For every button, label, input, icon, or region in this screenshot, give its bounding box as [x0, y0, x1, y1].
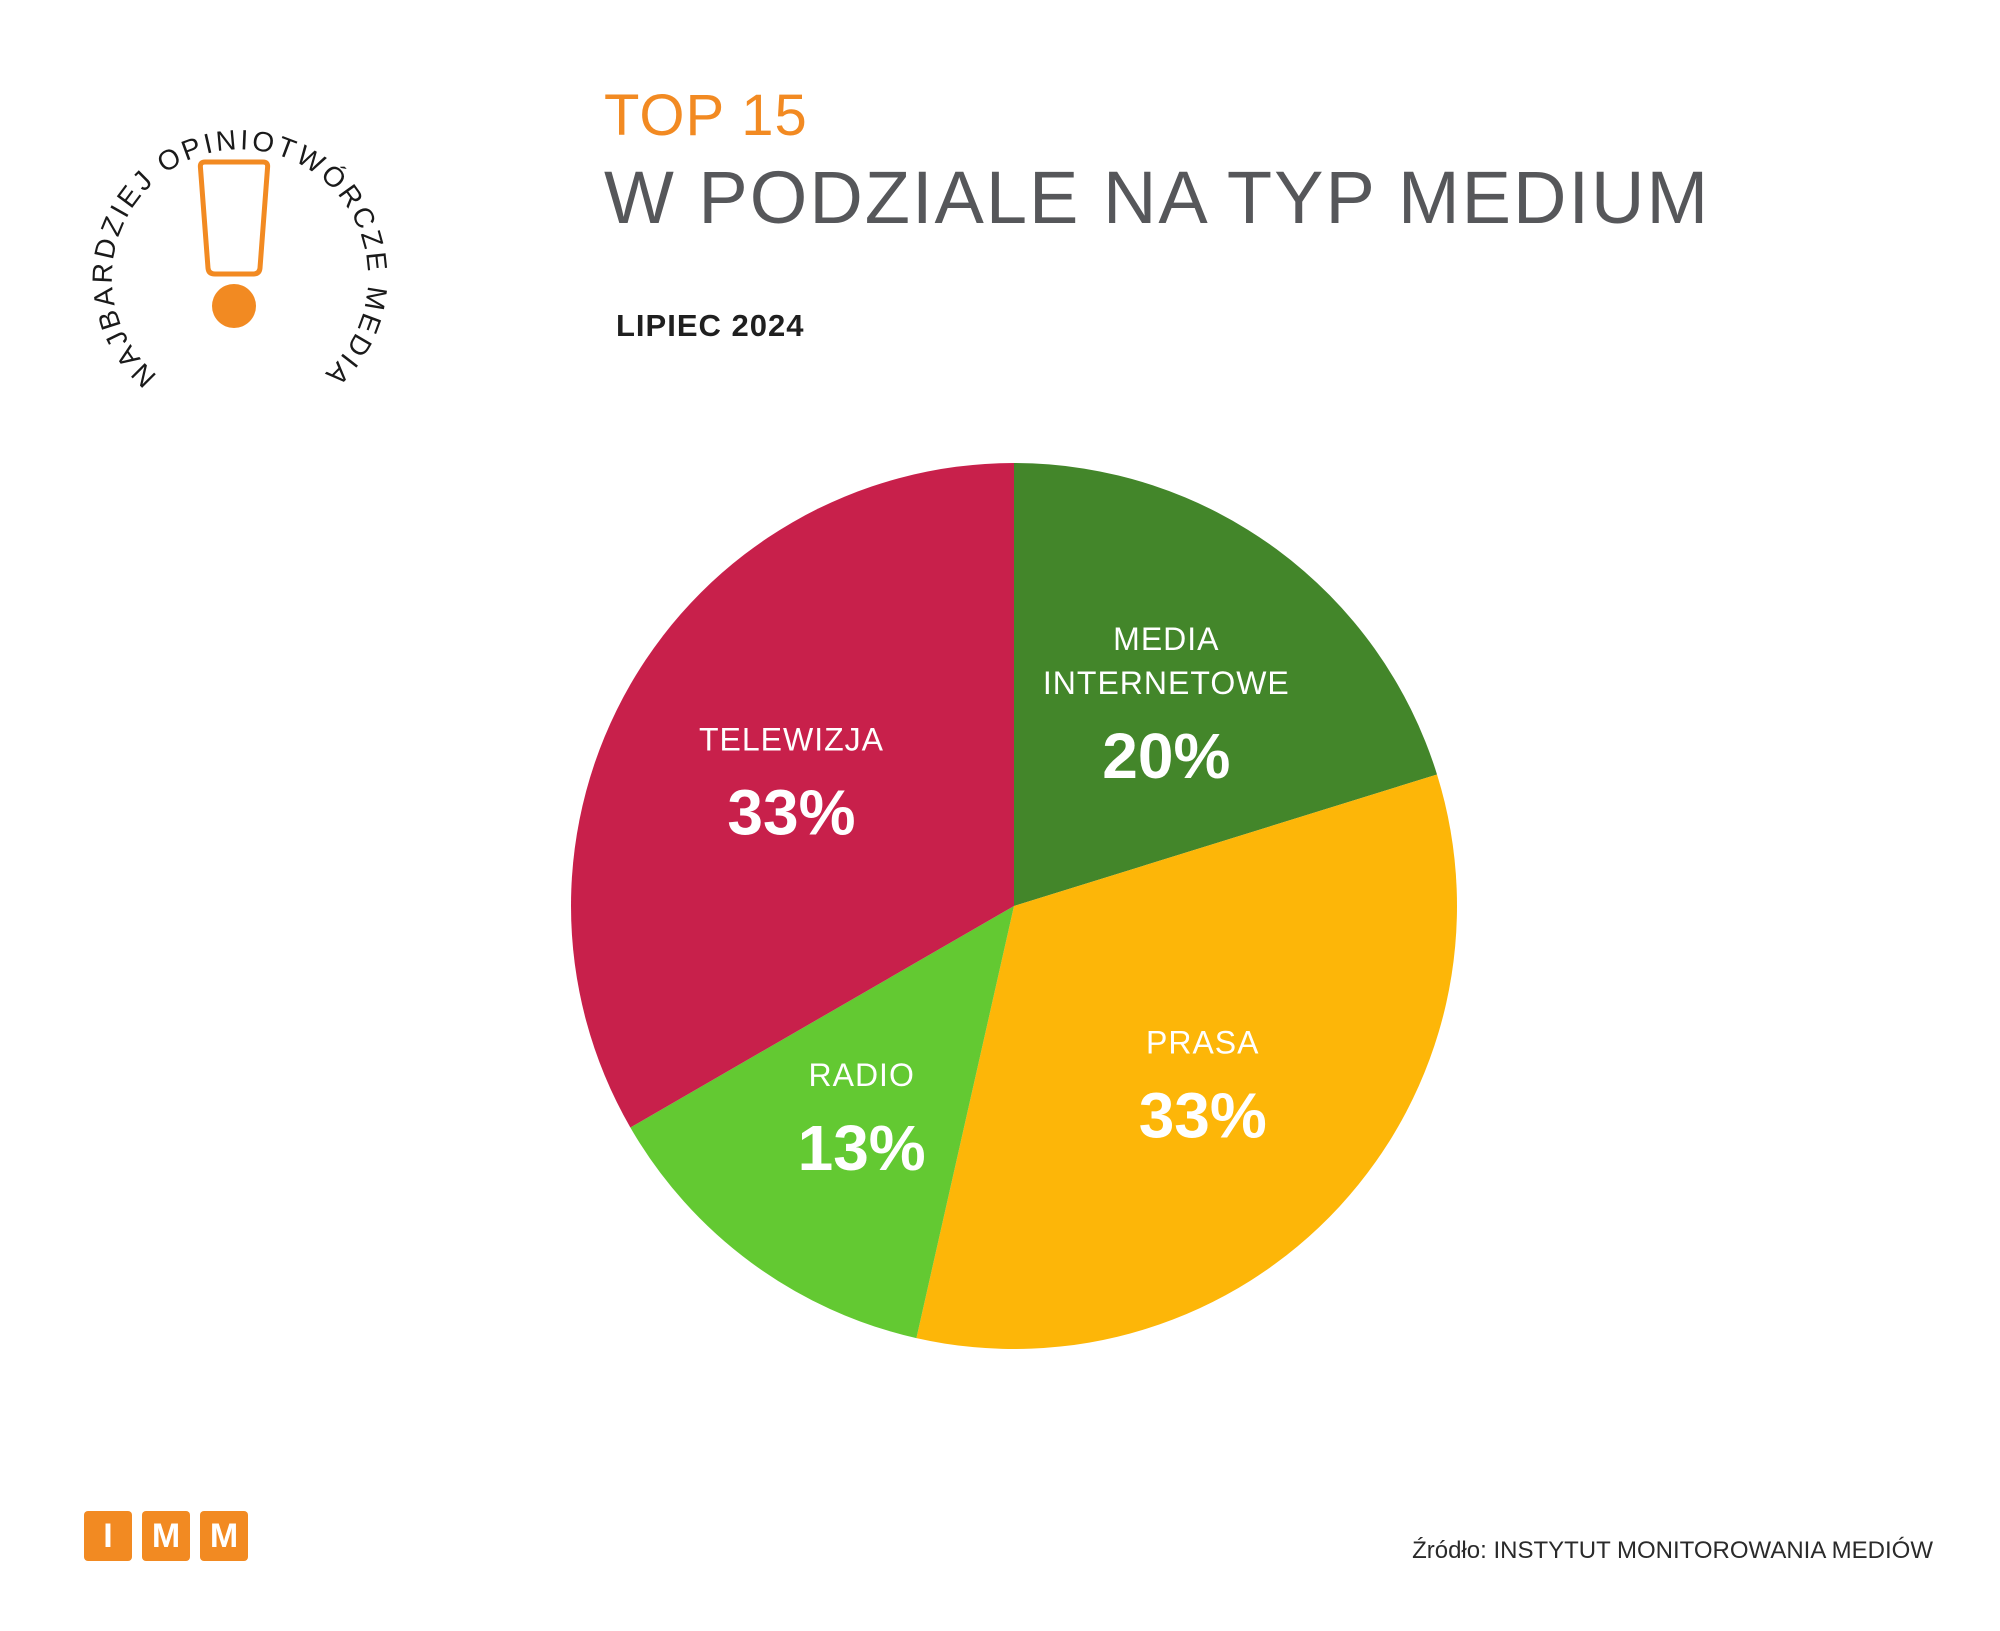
slice-label: RADIO — [808, 1057, 914, 1093]
source-note: Źródło: INSTYTUT MONITOROWANIA MEDIÓW — [1412, 1537, 1933, 1564]
slice-value-label: 33% — [1139, 1079, 1267, 1151]
pie-slice — [571, 463, 1014, 1128]
pie-slice — [1014, 463, 1438, 906]
slice-label: MEDIA — [1113, 621, 1219, 657]
imm-logo-letter: M — [200, 1511, 248, 1561]
slice-label: PRASA — [1146, 1024, 1259, 1060]
pie-slice — [630, 906, 1014, 1339]
exclamation-icon — [197, 159, 271, 328]
period-label: LIPIEC 2024 — [616, 308, 805, 343]
slice-label: TELEWIZJA — [699, 722, 884, 758]
slice-value-label: 20% — [1102, 720, 1230, 792]
imm-logo-letter: M — [142, 1511, 190, 1561]
imm-logo-letter: I — [84, 1511, 132, 1561]
slice-value-label: 13% — [798, 1112, 926, 1184]
imm-logo: I M M — [84, 1511, 248, 1561]
badge-logo: NAJBARDZIEJ OPINIOTWÓRCZE MEDIA — [87, 124, 391, 394]
top-label: TOP 15 — [604, 83, 808, 148]
slice-value-label: 33% — [727, 777, 855, 849]
slice-label: INTERNETOWE — [1043, 665, 1290, 701]
pie-slice — [916, 774, 1457, 1349]
page-title: W PODZIALE NA TYP MEDIUM — [604, 156, 1711, 239]
